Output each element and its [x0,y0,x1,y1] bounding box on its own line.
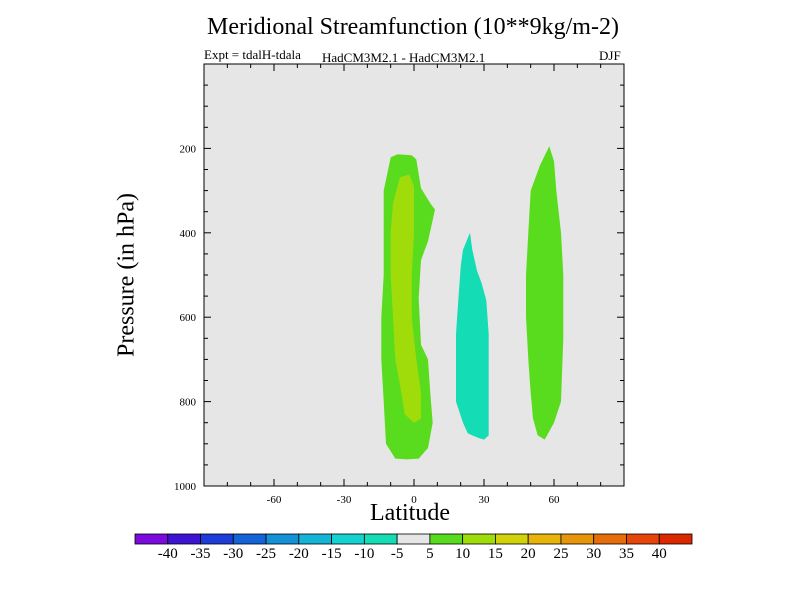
plot-title: Meridional Streamfunction (10**9kg/m-2) [207,14,619,40]
y-tick-label: 800 [180,397,197,409]
colorbar-label: -30 [223,546,243,562]
colorbar-swatch [331,533,365,545]
colorbar-label: -20 [289,546,309,562]
colorbar-swatch [462,533,496,545]
contour-regions [381,146,564,460]
colorbar-swatch [658,533,693,545]
colorbar-swatch [265,533,300,545]
x-tick-label: 30 [479,494,491,506]
colorbar-swatch [298,533,332,545]
colorbar-label: -10 [354,546,374,562]
colorbar-label: 5 [426,546,434,562]
colorbar-label: 25 [553,546,568,562]
colorbar-label: -25 [256,546,276,562]
colorbar-label: -15 [322,546,342,562]
x-tick-label: -30 [337,494,352,506]
x-axis-label: Latitude [370,500,450,526]
colorbar-label: 35 [619,546,634,562]
experiment-label: Expt = tdalH-tdala [204,47,301,62]
colorbar-swatch [134,533,169,545]
colorbar-label: -35 [191,546,211,562]
southern-cell-inner [390,174,421,423]
colorbar-label: 15 [488,546,503,562]
colorbar-label: 20 [521,546,536,562]
season-label: DJF [599,48,621,63]
model-comparison-label: HadCM3M2.1 - HadCM3M2.1 [322,50,486,65]
colorbar-label: -40 [158,546,178,562]
colorbar-label: 30 [586,546,601,562]
colorbar-label: -5 [391,546,404,562]
axis-ticks: -60 -30 0 30 60 200 400 600 800 1000 [174,64,624,506]
y-tick-label: 200 [180,143,197,155]
colorbar-swatch [626,533,660,545]
colorbar-swatch [527,533,562,545]
colorbar-swatch [200,533,234,545]
x-tick-label: -60 [267,494,282,506]
colorbar-swatch [429,533,464,545]
mid-latitude-cell [456,232,489,440]
x-tick-label: 60 [549,494,561,506]
colorbar-label: 40 [652,546,667,562]
colorbar-swatch [167,533,201,545]
y-tick-label: 1000 [174,481,197,493]
y-tick-label: 400 [180,228,197,240]
colorbar-swatch [593,533,627,545]
colorbar-swatch [363,533,398,545]
colorbar-swatch [396,533,431,545]
colorbar: -40 -35 -30 -25 -20 -15 -10 -5 5 10 15 20 25 30 35 40 [134,533,693,562]
colorbar-swatch [232,533,267,545]
y-tick-label: 600 [180,312,197,324]
colorbar-swatch [495,533,529,545]
x-tick-label: 0 [411,494,417,506]
northern-cell [526,146,564,440]
colorbar-swatch [560,533,595,545]
colorbar-label: 10 [455,546,470,562]
